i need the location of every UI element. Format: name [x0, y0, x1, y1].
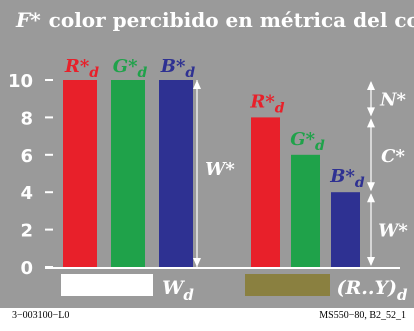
- c-bracket-arrow-top: [367, 118, 375, 128]
- y-tick-label: 8: [20, 108, 33, 129]
- chart-title: F* color percibido en métrica del color: [15, 8, 414, 32]
- bar: [331, 192, 360, 267]
- group-label: Wd: [162, 277, 194, 304]
- bar-label: G*d: [290, 129, 325, 154]
- annotation-whiteness-left: W*: [205, 159, 235, 180]
- annotation-whiteness-right: W*: [378, 221, 408, 242]
- footer-code-left: 3−003100−L0: [12, 310, 70, 321]
- bar: [251, 117, 280, 268]
- y-tick-label: 0: [20, 258, 33, 279]
- bar-label: R*d: [249, 91, 284, 116]
- w-bracket-arrow-top: [367, 193, 375, 203]
- bar: [159, 80, 193, 267]
- bar-label: B*d: [329, 166, 365, 191]
- annotation-blackness: N*: [379, 90, 406, 111]
- whiteness-arrow-bottom: [193, 258, 201, 267]
- group-swatch: [245, 274, 330, 296]
- bar: [111, 80, 145, 267]
- bar-label: R*d: [64, 56, 99, 81]
- bar-label: B*d: [160, 56, 196, 81]
- bar-label: G*d: [113, 56, 148, 81]
- w-bracket-arrow-bottom: [367, 257, 375, 266]
- y-tick-label: 10: [8, 71, 33, 92]
- c-bracket-arrow-bottom: [367, 182, 375, 192]
- y-tick-label: 2: [20, 221, 33, 242]
- n-bracket-arrow-top: [367, 81, 375, 90]
- y-tick-label: 6: [20, 146, 33, 167]
- group-label: (R..Y)d: [336, 277, 408, 304]
- bar: [291, 154, 320, 267]
- footer-code-right: MS550−80, B2_52_1: [319, 310, 406, 321]
- n-bracket-arrow-bottom: [367, 107, 375, 117]
- y-tick-label: 4: [20, 183, 33, 204]
- chart: F* color percibido en métrica del color 0 2…: [8, 8, 414, 304]
- bar: [63, 80, 97, 267]
- annotation-chroma: C*: [381, 146, 405, 167]
- group-swatch: [61, 274, 153, 296]
- whiteness-arrow-top: [193, 80, 201, 89]
